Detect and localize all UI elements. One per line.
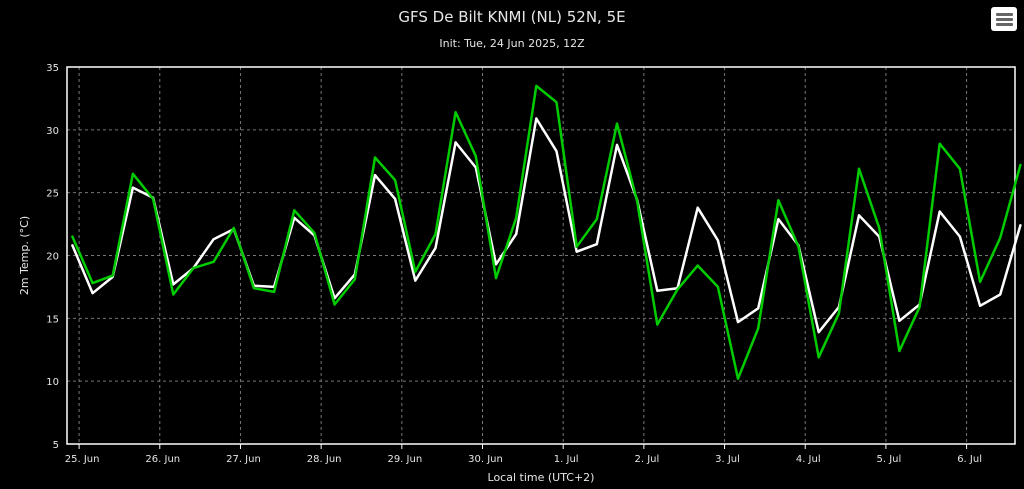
chart-series [71, 84, 1022, 380]
y-tick-label: 25 [46, 189, 59, 200]
chart-grid [67, 67, 1015, 444]
x-tick-label: 30. Jun [468, 454, 503, 465]
chart-title: GFS De Bilt KNMI (NL) 52N, 5E [398, 8, 626, 26]
x-tick-label: 27. Jun [226, 454, 261, 465]
chart-menu-button[interactable] [991, 7, 1017, 31]
y-tick-label: 10 [46, 377, 59, 388]
y-axis-ticks: 5 10 15 20 25 30 35 [46, 63, 59, 451]
x-tick-label: 4. Jul [796, 454, 821, 465]
hamburger-menu-icon [996, 13, 1013, 16]
x-tick-label: 2. Jul [634, 454, 659, 465]
y-tick-label: 15 [46, 314, 59, 325]
x-axis-label: Local time (UTC+2) [488, 471, 595, 484]
x-tick-label: 6. Jul [957, 454, 982, 465]
series-line-0 [71, 117, 1022, 334]
y-axis-label: 2m Temp. (°C) [18, 216, 31, 295]
x-tick-label: 3. Jul [715, 454, 740, 465]
series-line-1 [71, 84, 1022, 380]
x-tick-label: 25. Jun [65, 454, 100, 465]
y-tick-label: 30 [46, 126, 59, 137]
x-tick-label: 1. Jul [554, 454, 579, 465]
plot-frame [66, 66, 1016, 445]
hamburger-menu-icon-bar [996, 23, 1013, 26]
hamburger-menu-icon-bar [996, 18, 1013, 21]
chart-subtitle: Init: Tue, 24 Jun 2025, 12Z [439, 37, 585, 50]
y-tick-label: 5 [53, 440, 59, 451]
x-tick-label: 28. Jun [307, 454, 342, 465]
y-tick-label: 35 [46, 63, 59, 74]
x-tick-label: 29. Jun [387, 454, 422, 465]
x-axis-ticks: 25. Jun 26. Jun 27. Jun 28. Jun 29. Jun 30. J… [65, 444, 982, 465]
y-tick-label: 20 [46, 252, 59, 263]
x-tick-label: 5. Jul [877, 454, 902, 465]
x-tick-label: 26. Jun [145, 454, 180, 465]
